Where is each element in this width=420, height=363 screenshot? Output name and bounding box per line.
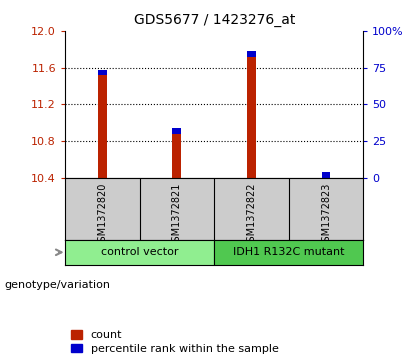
- Bar: [214, 240, 363, 265]
- Bar: [247, 52, 256, 57]
- Legend: count, percentile rank within the sample: count, percentile rank within the sample: [71, 330, 278, 354]
- Text: GSM1372820: GSM1372820: [97, 183, 108, 248]
- Text: GSM1372821: GSM1372821: [172, 183, 182, 248]
- Text: GSM1372822: GSM1372822: [247, 183, 257, 248]
- Text: genotype/variation: genotype/variation: [4, 280, 110, 290]
- Bar: [173, 134, 181, 178]
- Text: IDH1 R132C mutant: IDH1 R132C mutant: [233, 247, 344, 257]
- Bar: [98, 75, 107, 178]
- Text: GSM1372823: GSM1372823: [321, 183, 331, 248]
- Bar: [65, 240, 214, 265]
- Bar: [98, 70, 107, 75]
- Bar: [247, 57, 256, 178]
- Bar: [173, 129, 181, 134]
- Title: GDS5677 / 1423276_at: GDS5677 / 1423276_at: [134, 13, 295, 27]
- Bar: [322, 172, 331, 178]
- Text: control vector: control vector: [101, 247, 178, 257]
